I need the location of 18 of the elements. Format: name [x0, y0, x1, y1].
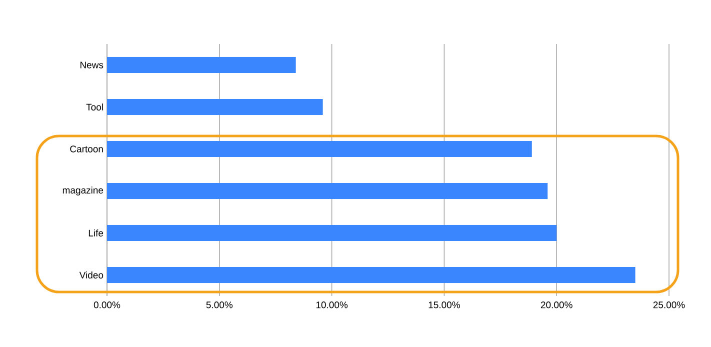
- x-tick-label: 20.00%: [540, 302, 572, 308]
- bar: [107, 183, 548, 200]
- y-tick-label: magazine: [62, 186, 104, 196]
- y-tick-label: Life: [88, 230, 104, 236]
- bar: [107, 225, 557, 242]
- x-tick-label: 0.00%: [94, 302, 120, 308]
- bar: [107, 99, 323, 116]
- y-tick-label: News: [80, 62, 104, 68]
- x-tick-label: 10.00%: [316, 302, 348, 308]
- x-tick-label: 5.00%: [206, 302, 233, 308]
- y-tick-label: Cartoon: [70, 146, 103, 152]
- bar: [107, 141, 532, 158]
- y-tick-label: Tool: [86, 104, 103, 110]
- x-tick-label: 25.00%: [653, 302, 685, 308]
- x-tick-label: 15.00%: [428, 302, 460, 308]
- y-tick-label: Video: [79, 272, 104, 278]
- bar: [107, 57, 296, 74]
- bar: [107, 267, 636, 284]
